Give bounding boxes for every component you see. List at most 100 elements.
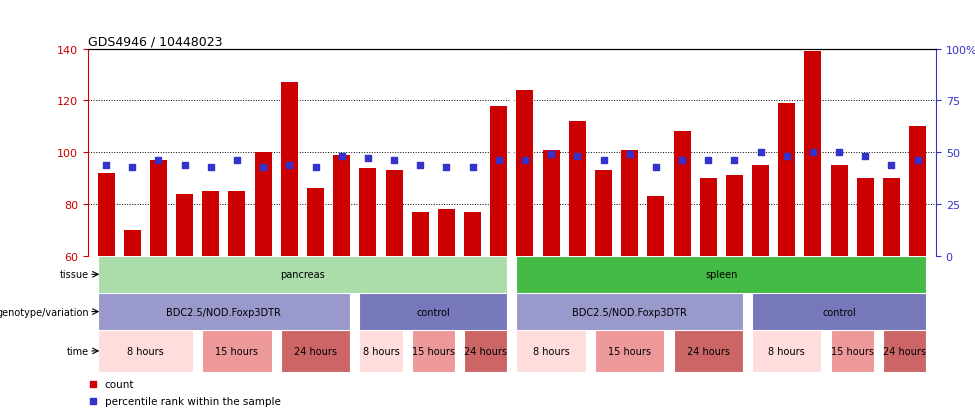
Point <box>360 156 375 162</box>
Text: spleen: spleen <box>705 270 737 280</box>
Text: time: time <box>67 346 89 356</box>
Point <box>779 154 795 160</box>
Text: 24 hours: 24 hours <box>686 346 729 356</box>
Point <box>726 158 742 164</box>
Point <box>753 150 768 156</box>
Bar <box>98 173 115 256</box>
Bar <box>98 330 193 372</box>
Point <box>308 164 324 171</box>
Text: 24 hours: 24 hours <box>464 346 507 356</box>
Point <box>596 158 611 164</box>
Bar <box>752 293 926 330</box>
Bar <box>752 166 769 256</box>
Bar <box>804 52 822 256</box>
Text: 24 hours: 24 hours <box>294 346 337 356</box>
Point <box>700 158 716 164</box>
Point <box>439 164 454 171</box>
Bar <box>385 171 403 256</box>
Bar <box>595 330 664 372</box>
Text: 15 hours: 15 hours <box>831 346 874 356</box>
Bar <box>621 150 639 256</box>
Point <box>648 164 664 171</box>
Point <box>910 158 925 164</box>
Point <box>569 154 585 160</box>
Bar <box>674 132 690 256</box>
Bar <box>674 330 743 372</box>
Bar <box>202 192 219 256</box>
Bar <box>909 127 926 256</box>
Point <box>465 164 481 171</box>
Bar <box>281 83 297 256</box>
Bar <box>883 178 900 256</box>
Text: tissue: tissue <box>59 270 89 280</box>
Point <box>150 158 166 164</box>
Bar <box>254 153 272 256</box>
Text: 8 hours: 8 hours <box>363 346 400 356</box>
Bar <box>752 330 822 372</box>
Text: 8 hours: 8 hours <box>127 346 164 356</box>
Bar <box>726 176 743 256</box>
Point <box>98 162 114 169</box>
Text: pancreas: pancreas <box>280 270 325 280</box>
Bar <box>595 171 612 256</box>
Point <box>517 158 532 164</box>
Point <box>622 152 638 158</box>
Bar <box>228 192 246 256</box>
Bar <box>543 150 560 256</box>
Text: 15 hours: 15 hours <box>608 346 651 356</box>
Point <box>805 150 821 156</box>
Bar <box>281 330 350 372</box>
Text: count: count <box>105 379 135 389</box>
Text: GDS4946 / 10448023: GDS4946 / 10448023 <box>88 36 222 48</box>
Bar <box>778 104 796 256</box>
Bar <box>517 293 743 330</box>
Text: 8 hours: 8 hours <box>532 346 569 356</box>
Text: 15 hours: 15 hours <box>215 346 258 356</box>
Text: BDC2.5/NOD.Foxp3DTR: BDC2.5/NOD.Foxp3DTR <box>167 307 282 317</box>
Point <box>203 164 218 171</box>
Text: 8 hours: 8 hours <box>768 346 805 356</box>
Bar <box>333 155 350 256</box>
Bar <box>517 256 926 293</box>
Bar <box>98 293 350 330</box>
Bar <box>124 230 140 256</box>
Bar <box>98 256 507 293</box>
Text: control: control <box>822 307 856 317</box>
Bar <box>464 212 481 256</box>
Point <box>229 158 245 164</box>
Point <box>85 397 100 404</box>
Text: genotype/variation: genotype/variation <box>0 307 89 317</box>
Bar <box>831 166 847 256</box>
Point <box>333 154 349 160</box>
Text: BDC2.5/NOD.Foxp3DTR: BDC2.5/NOD.Foxp3DTR <box>572 307 687 317</box>
Bar <box>202 330 272 372</box>
Bar <box>307 189 324 256</box>
Bar <box>360 293 507 330</box>
Point <box>85 381 100 387</box>
Bar <box>568 122 586 256</box>
Point <box>176 162 192 169</box>
Text: percentile rank within the sample: percentile rank within the sample <box>105 396 281 406</box>
Bar <box>647 197 664 256</box>
Bar <box>360 168 376 256</box>
Point <box>832 150 847 156</box>
Point <box>491 158 507 164</box>
Bar <box>883 330 926 372</box>
Point <box>675 158 690 164</box>
Bar <box>490 106 507 256</box>
Point <box>858 154 874 160</box>
Bar <box>150 161 167 256</box>
Bar <box>517 91 533 256</box>
Point <box>883 162 899 169</box>
Bar <box>831 330 874 372</box>
Point <box>125 164 140 171</box>
Bar <box>700 178 717 256</box>
Bar <box>857 178 874 256</box>
Bar <box>411 330 455 372</box>
Bar <box>517 330 586 372</box>
Point <box>282 162 297 169</box>
Point <box>386 158 402 164</box>
Point <box>543 152 559 158</box>
Text: 15 hours: 15 hours <box>411 346 454 356</box>
Point <box>412 162 428 169</box>
